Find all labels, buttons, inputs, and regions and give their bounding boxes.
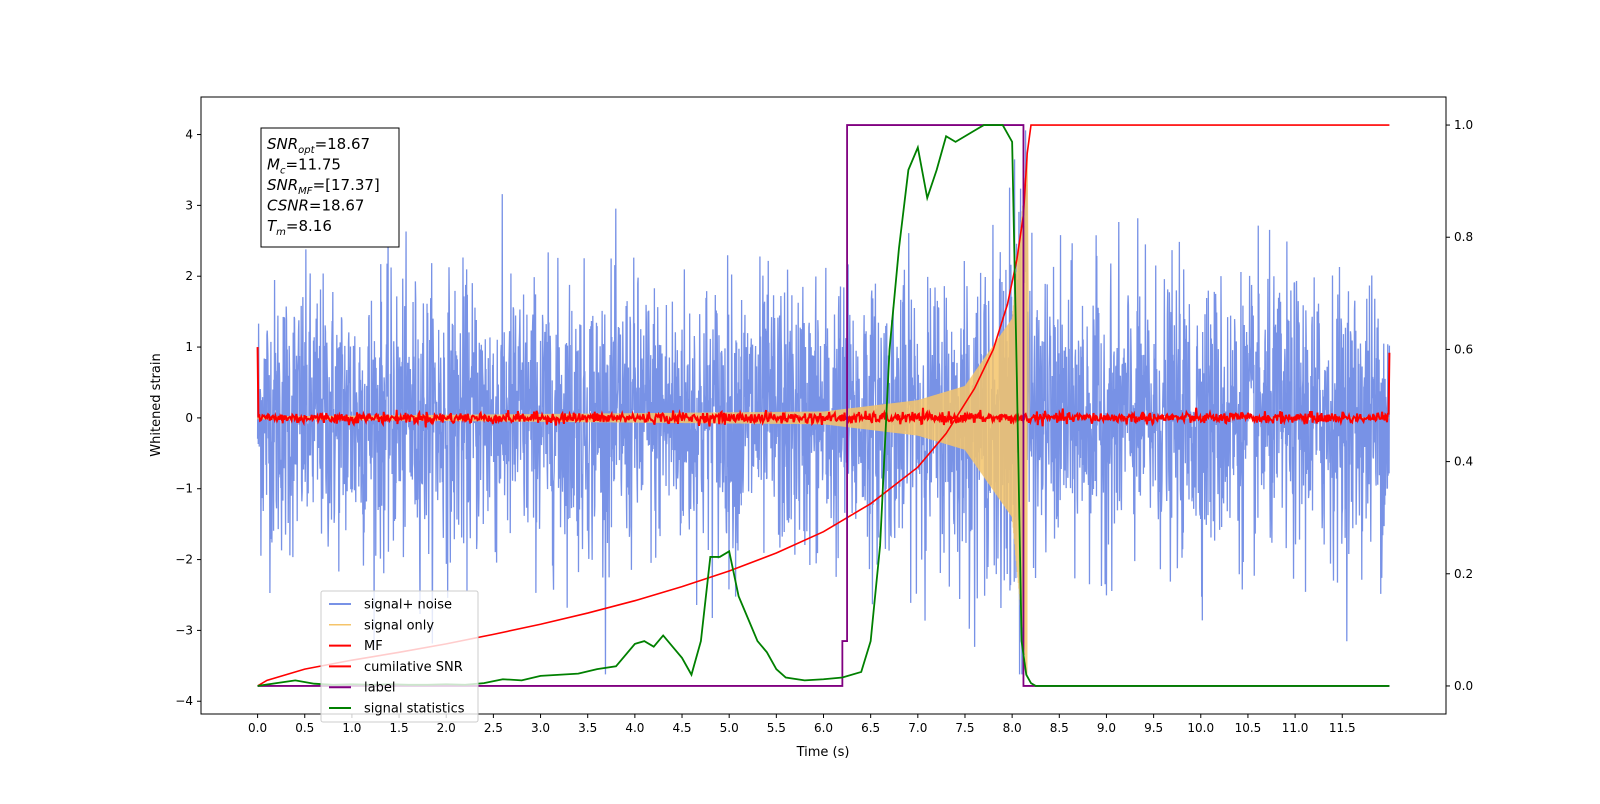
x-tick-label: 9.5 xyxy=(1144,721,1163,735)
info-box: SNRopt=18.67Mc=11.75SNRMF=[17.37]CSNR=18… xyxy=(260,127,400,248)
x-tick-label: 1.0 xyxy=(342,721,361,735)
y-tick-label: −3 xyxy=(175,623,193,637)
x-tick-label: 3.0 xyxy=(531,721,550,735)
y-tick-label: 0 xyxy=(185,411,193,425)
legend-label: cumilative SNR xyxy=(364,660,463,675)
info-box-line: SNRopt=18.67 xyxy=(267,135,370,156)
x-tick-label: 0.5 xyxy=(295,721,314,735)
y-tick-label: −2 xyxy=(175,553,193,567)
y-axis-label: Whitened strain xyxy=(149,353,164,456)
series-label-line xyxy=(257,124,1390,687)
y-right-tick-label: 1.0 xyxy=(1454,118,1473,132)
x-tick-label: 5.0 xyxy=(720,721,739,735)
x-tick-label: 2.0 xyxy=(437,721,456,735)
y-axis-left: −4 −3 −2 −1 0 1 2 3 4 xyxy=(175,128,201,708)
legend-label: MF xyxy=(364,639,383,654)
x-tick-label: 6.5 xyxy=(861,721,880,735)
legend-label: signal+ noise xyxy=(364,598,452,613)
x-tick-label: 7.5 xyxy=(955,721,974,735)
x-tick-label: 4.0 xyxy=(625,721,644,735)
y-right-tick-label: 0.8 xyxy=(1454,230,1473,244)
x-tick-label: 8.5 xyxy=(1050,721,1069,735)
y-right-tick-label: 0.0 xyxy=(1454,679,1473,693)
x-axis-label: Time (s) xyxy=(796,745,850,760)
y-right-tick-label: 0.2 xyxy=(1454,567,1473,581)
x-tick-label: 11.0 xyxy=(1282,721,1309,735)
y-tick-label: −1 xyxy=(175,482,193,496)
x-tick-label: 10.0 xyxy=(1187,721,1214,735)
info-box-line: SNRMF=[17.37] xyxy=(267,176,380,197)
info-box-line: Mc=11.75 xyxy=(267,156,341,177)
x-tick-label: 5.5 xyxy=(767,721,786,735)
y-tick-label: 1 xyxy=(185,340,193,354)
x-tick-label: 2.5 xyxy=(484,721,503,735)
info-box-frame xyxy=(260,127,400,248)
x-tick-label: 4.5 xyxy=(672,721,691,735)
y-tick-label: 4 xyxy=(185,128,193,142)
x-tick-label: 1.5 xyxy=(390,721,409,735)
legend-label: signal only xyxy=(364,618,434,633)
y-axis-right: 0.0 0.2 0.4 0.6 0.8 1.0 xyxy=(1446,118,1473,693)
x-tick-label: 7.0 xyxy=(908,721,927,735)
x-tick-label: 0.0 xyxy=(248,721,267,735)
info-box-line: Tm=8.16 xyxy=(267,217,332,238)
series-mf-line xyxy=(256,347,1391,428)
y-tick-label: 2 xyxy=(185,269,193,283)
legend-label: label xyxy=(364,681,395,696)
x-tick-label: 3.5 xyxy=(578,721,597,735)
y-right-tick-label: 0.6 xyxy=(1454,342,1473,356)
legend-frame xyxy=(320,590,479,723)
x-tick-label: 8.0 xyxy=(1003,721,1022,735)
legend: signal+ noise signal only MF cumilative SNR… xyxy=(320,590,479,723)
series-signal-noise-line xyxy=(256,130,1391,675)
x-tick-label: 10.5 xyxy=(1235,721,1262,735)
y-right-tick-label: 0.4 xyxy=(1454,455,1473,469)
x-tick-label: 9.0 xyxy=(1097,721,1116,735)
y-tick-label: 3 xyxy=(185,198,193,212)
legend-label: signal statistics xyxy=(364,702,465,717)
y-tick-label: −4 xyxy=(175,694,193,708)
x-tick-label: 6.0 xyxy=(814,721,833,735)
x-axis: 0.0 0.5 1.0 1.5 2.0 2.5 3.0 3.5 4.0 4.5 5.0 5.5 6.0 6… xyxy=(248,714,1356,735)
x-tick-label: 11.5 xyxy=(1329,721,1356,735)
info-box-line: CSNR=18.67 xyxy=(267,197,364,215)
